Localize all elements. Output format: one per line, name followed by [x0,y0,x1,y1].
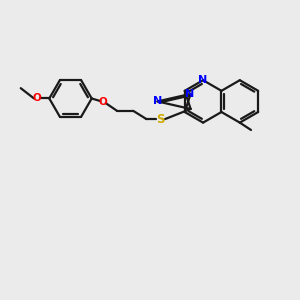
Text: S: S [156,112,165,126]
Text: N: N [153,96,162,106]
Text: O: O [33,94,41,103]
Text: N: N [185,89,194,99]
Text: N: N [199,75,208,85]
Text: O: O [98,97,107,107]
